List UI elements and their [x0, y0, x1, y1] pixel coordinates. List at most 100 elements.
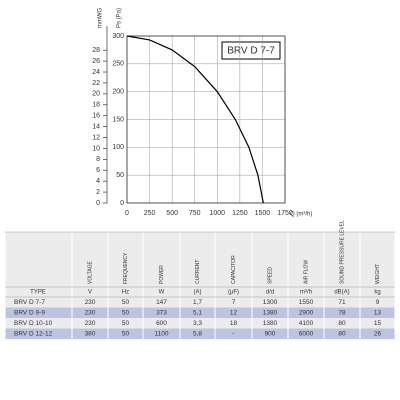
header-cell: CAPACITOR — [231, 255, 237, 284]
x-tick-label: 1500 — [255, 210, 271, 217]
table-cell: 26 — [374, 330, 382, 337]
table-row-bg — [5, 307, 395, 318]
table-cell: - — [232, 330, 234, 337]
table-cell: 5,8 — [193, 330, 202, 337]
table-cell: BRV D 12-12 — [14, 330, 53, 337]
y2-tick-label: 14 — [92, 123, 100, 130]
x-tick-label: 1000 — [209, 210, 225, 217]
header-cell: AIR FLOW — [303, 260, 309, 284]
header-cell: TYPE — [30, 290, 46, 296]
x-tick-label: 1750 — [277, 210, 293, 217]
table-cell: BRV D 9-9 — [14, 309, 45, 316]
table-cell: 80 — [338, 330, 346, 337]
table-cell: 5,1 — [193, 309, 202, 316]
unit-cell: dB(A) — [334, 290, 349, 296]
table-cell: 13 — [374, 309, 382, 316]
y2-tick-label: 4 — [96, 178, 100, 185]
x-tick-label: 750 — [189, 210, 201, 217]
table-cell: 15 — [374, 320, 382, 327]
x-axis-title: Q (m³/h) — [290, 212, 312, 218]
y2-tick-label: 6 — [96, 167, 100, 174]
unit-cell: (A) — [194, 290, 202, 296]
y-tick-label: 200 — [112, 89, 124, 96]
table-cell: 230 — [85, 299, 96, 306]
header-cell: SOUND PRESSURE LEVEL — [339, 220, 345, 284]
y2-axis-title: mmWG — [98, 8, 104, 29]
y-tick-label: 250 — [112, 61, 124, 68]
y2-tick-label: 8 — [96, 156, 100, 163]
unit-cell: Hz — [122, 290, 129, 296]
y2-tick-label: 12 — [92, 134, 100, 141]
table-cell: 1380 — [263, 309, 278, 316]
table-cell: 380 — [85, 330, 96, 337]
y2-tick-label: 28 — [92, 47, 100, 54]
x-tick-label: 1250 — [232, 210, 248, 217]
table-cell: BRV D 10-10 — [14, 320, 53, 327]
fan-curve — [126, 35, 264, 204]
table-cell: BRV D 7-7 — [14, 299, 45, 306]
y-axis-title: Ps (Pa) — [117, 8, 123, 28]
x-tick-label: 500 — [166, 210, 178, 217]
y2-tick-label: 26 — [92, 58, 100, 65]
table-cell: 600 — [156, 320, 167, 327]
x-tick-label: 0 — [125, 210, 129, 217]
table-cell: 78 — [338, 309, 346, 316]
table-cell: 7 — [232, 299, 236, 306]
table-cell: 230 — [85, 309, 96, 316]
table-cell: 1,7 — [193, 299, 202, 306]
header-cell: SPEED — [267, 267, 273, 284]
y-tick-label: 150 — [112, 116, 124, 123]
plot-frame — [126, 35, 286, 204]
y2-tick-label: 20 — [92, 91, 100, 98]
table-cell: 3,3 — [193, 320, 202, 327]
y-tick-label: 50 — [116, 172, 124, 179]
table-cell: 1100 — [155, 330, 169, 337]
y-tick-label: 300 — [112, 33, 124, 40]
header-cell: WEIGHT — [375, 264, 381, 284]
table-row-bg — [5, 297, 395, 308]
table-cell: 71 — [338, 299, 346, 306]
y2-tick-label: 16 — [92, 113, 100, 120]
table-cell: 1300 — [263, 299, 278, 306]
table-cell: 1550 — [299, 299, 314, 306]
table-cell: 50 — [122, 309, 130, 316]
legend-label: BRV D 7-7 — [227, 46, 275, 57]
table-cell: 12 — [230, 309, 238, 316]
table-cell: 230 — [85, 320, 96, 327]
table-cell: 6000 — [299, 330, 314, 337]
table-cell: 50 — [122, 320, 130, 327]
y2-tick-label: 22 — [92, 80, 100, 87]
table-cell: 9 — [376, 299, 380, 306]
header-cell: FREQUENCY — [123, 252, 129, 284]
header-cell: CURRENT — [195, 260, 201, 284]
y2-tick-label: 0 — [96, 200, 100, 207]
table-cell: 50 — [122, 330, 130, 337]
x-tick-label: 250 — [144, 210, 156, 217]
unit-cell: V — [88, 290, 92, 296]
unit-cell: d/d — [266, 290, 274, 296]
y-tick-label: 0 — [120, 200, 124, 207]
unit-cell: (μF) — [228, 290, 239, 296]
y2-tick-label: 2 — [96, 189, 100, 196]
table-cell: 18 — [230, 320, 238, 327]
table-cell: 900 — [265, 330, 276, 337]
table-cell: 2900 — [299, 309, 314, 316]
table-row-bg — [5, 328, 395, 339]
unit-cell: kg — [374, 290, 380, 296]
y2-tick-label: 10 — [92, 145, 100, 152]
header-cell: VOLTAGE — [87, 260, 93, 284]
table-cell: 147 — [156, 299, 167, 306]
table-cell: 50 — [122, 299, 130, 306]
table-cell: 4100 — [299, 320, 314, 327]
unit-cell: W — [159, 290, 165, 296]
table-cell: 80 — [338, 320, 346, 327]
table-cell: 373 — [156, 309, 167, 316]
y2-tick-label: 24 — [92, 69, 100, 76]
table-header-bg — [5, 232, 395, 297]
legend-box — [221, 41, 281, 60]
unit-cell: m³/h — [300, 290, 312, 296]
table-cell: 1380 — [263, 320, 278, 327]
table-row-bg — [5, 318, 395, 329]
